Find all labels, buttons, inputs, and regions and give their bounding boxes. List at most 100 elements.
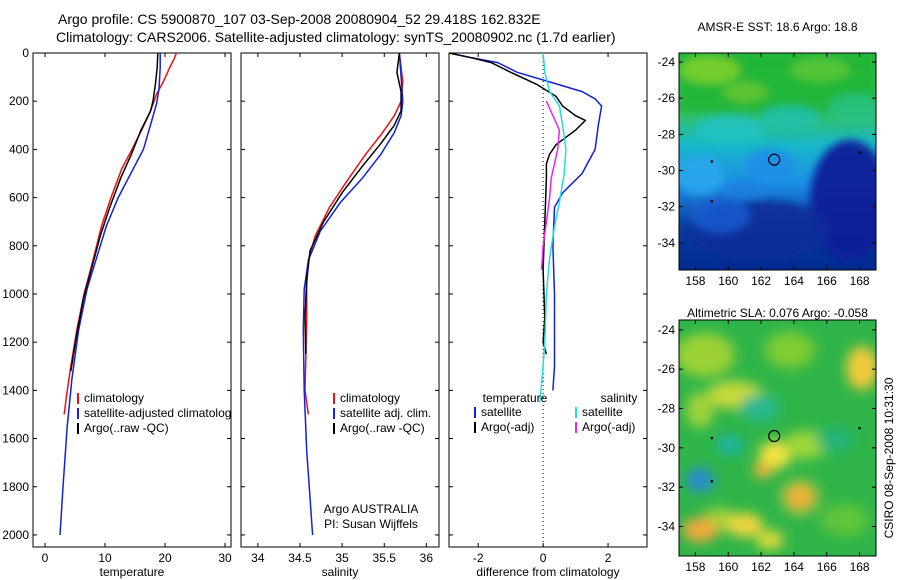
float-dot (858, 151, 861, 154)
panel-annotation: Argo AUSTRALIA (324, 502, 419, 516)
sla-map-xtick-label: 158 (685, 560, 705, 574)
difference-series-satellite (449, 53, 603, 391)
depth-tick-label: 1000 (2, 287, 29, 301)
difference-series-argo-adj- (449, 53, 587, 355)
legend-item: Argo(..raw -QC) (340, 421, 425, 435)
temperature-panel: 0 200 400 600 800 1000 1200 1400 1600 1800 2000 0 10… (2, 46, 237, 579)
difference-axes-box (448, 52, 648, 548)
argo-position-marker (768, 429, 781, 443)
depth-tick-label: 200 (9, 94, 29, 108)
sla-heatmap (679, 320, 876, 556)
sla-map-xtick-label: 162 (751, 560, 771, 574)
sst-heatmap (679, 53, 876, 270)
sst-map-xtick-label: 166 (817, 274, 837, 288)
sla-map-ytick-label: -30 (658, 441, 676, 455)
temperature-xtick-label: 30 (218, 551, 232, 565)
sla-map-ytick-label: -28 (658, 402, 676, 416)
salinity-xtick-label: 34 (251, 551, 265, 565)
salinity-xtick-label: 34.5 (288, 551, 312, 565)
sla-map-xtick-label: 168 (850, 560, 870, 574)
sst-map-xtick-label: 164 (784, 274, 804, 288)
sst-map-frame (678, 52, 877, 271)
sst-map-ytick-label: -34 (658, 236, 676, 250)
panel-annotation: PI: Susan Wijffels (324, 517, 418, 531)
float-dot (710, 199, 714, 203)
float-dot (710, 160, 714, 163)
difference-xtick-label: -2 (473, 551, 484, 565)
sst-map-ytick-label: -28 (658, 127, 676, 141)
sst-map-xtick-label: 168 (850, 274, 870, 288)
depth-tick-label: 1400 (2, 383, 29, 397)
sla-map-xtick-label: 160 (718, 560, 738, 574)
salinity-xtick-label: 36 (420, 551, 434, 565)
salinity-series-argo-raw-qc- (304, 53, 402, 355)
sst-map-ytick-label: -26 (658, 91, 676, 105)
salinity-xtick-label: 35.5 (373, 551, 397, 565)
sla-map-axes: Altimetric SLA: 0.076 Argo: -0.058 158 160… (658, 306, 877, 574)
sst-map-ytick-label: -30 (658, 164, 676, 178)
depth-tick-label: 0 (22, 46, 29, 60)
footer-stamp: CSIRO 08-Sep-2008 10:31:30 (882, 377, 896, 538)
sla-map-ytick-label: -26 (658, 362, 676, 376)
temperature-axes-box (32, 52, 232, 548)
argo-position-marker (768, 153, 781, 166)
temperature-xtick-label: 10 (98, 551, 112, 565)
legend-item: climatology (84, 391, 144, 405)
salinity-axes-box (240, 52, 440, 548)
salinity-xtick-label: 35 (335, 551, 349, 565)
sst-map-axes: AMSR-E SST: 18.6 Argo: 18.8 158 160 162 164 1… (658, 20, 877, 288)
plot-title-line1: Argo profile: CS 5900870_107 03-Sep-2008… (58, 11, 541, 27)
sla-map-title: Altimetric SLA: 0.076 Argo: -0.058 (687, 306, 868, 320)
difference-xlabel: difference from climatology (476, 565, 619, 579)
depth-tick-label: 2000 (2, 528, 29, 542)
legend-item: Argo(-adj) (582, 420, 635, 434)
sst-map-xtick-label: 158 (685, 274, 705, 288)
sst-map-ytick-label: -32 (658, 200, 676, 214)
legend-item: Argo(..raw -QC) (84, 421, 169, 435)
salinity-panel: 34 34.5 35 35.5 36 salinity Argo AUSTRALIAPI: … (240, 52, 440, 579)
salinity-series-satellite-adj-clim- (302, 53, 404, 536)
plot-title-line2: Climatology: CARS2006. Satellite-adjuste… (56, 29, 616, 45)
legend-item: satellite (582, 405, 623, 419)
legend-item: climatology (340, 391, 400, 405)
legend-header-salinity: salinity (601, 391, 638, 405)
sla-map-xtick-label: 166 (817, 560, 837, 574)
depth-tick-label: 1800 (2, 480, 29, 494)
temperature-xlabel: temperature (100, 565, 165, 579)
float-dot (710, 436, 714, 440)
sla-map-ytick-label: -34 (658, 520, 676, 534)
legend-item: satellite-adjusted climatology (84, 406, 237, 420)
legend-header-temperature: temperature (483, 391, 548, 405)
temperature-series-satellite-adjusted-climatology (59, 53, 161, 536)
sla-map-xtick-label: 164 (784, 560, 804, 574)
float-dot (858, 426, 861, 430)
depth-tick-label: 800 (9, 239, 29, 253)
temperature-xtick-label: 20 (158, 551, 172, 565)
legend-item: Argo(-adj) (481, 420, 534, 434)
difference-series-argo-adj- (540, 100, 561, 270)
difference-xtick-label: 0 (540, 551, 547, 565)
sla-map-ytick-label: -32 (658, 480, 676, 494)
difference-series-satellite (539, 53, 567, 403)
temperature-series-argo-raw-qc- (70, 53, 159, 372)
sla-map-frame (678, 319, 877, 557)
legend-item: satellite (481, 405, 522, 419)
temperature-series-climatology (63, 53, 178, 415)
legend-item: satellite adj. clim. (340, 406, 431, 420)
difference-xtick-label: 2 (605, 551, 612, 565)
salinity-xlabel: salinity (322, 565, 359, 579)
sst-map-title: AMSR-E SST: 18.6 Argo: 18.8 (697, 20, 857, 34)
sst-map-ytick-label: -24 (658, 55, 676, 69)
depth-tick-label: 600 (9, 191, 29, 205)
float-dot (710, 479, 714, 483)
depth-tick-label: 400 (9, 142, 29, 156)
sst-map-xtick-label: 162 (751, 274, 771, 288)
sla-map-ytick-label: -24 (658, 323, 676, 337)
temperature-xtick-label: 0 (42, 551, 49, 565)
depth-tick-label: 1200 (2, 335, 29, 349)
depth-tick-label: 1600 (2, 432, 29, 446)
